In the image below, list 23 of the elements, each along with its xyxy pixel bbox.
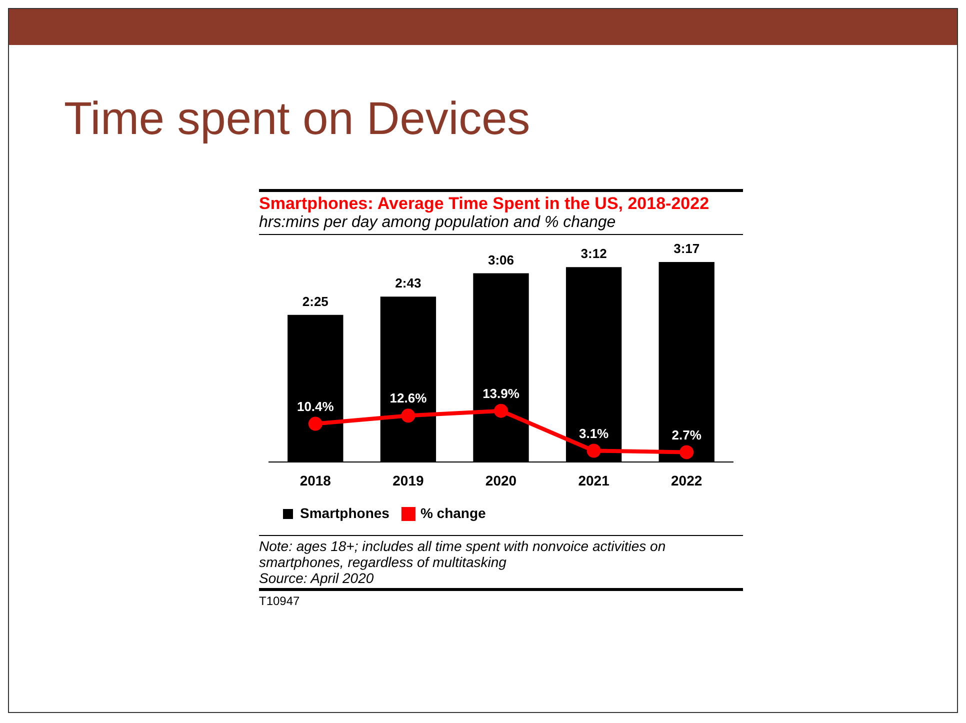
legend-label: Smartphones xyxy=(300,504,390,521)
x-tick-label: 2018 xyxy=(300,472,332,488)
chart-title: Smartphones: Average Time Spent in the US, 2018-2022 xyxy=(259,189,743,214)
data-label: 3:12 xyxy=(580,246,607,262)
data-label: 3.1% xyxy=(578,426,610,441)
data-label: 3:17 xyxy=(674,241,700,256)
data-label: 2.7% xyxy=(672,427,702,442)
source-note: Source: April 2020 xyxy=(259,570,375,586)
data-label: 3:06 xyxy=(488,252,514,268)
data-label: 13.9% xyxy=(482,386,520,401)
data-label: 2:43 xyxy=(395,276,422,291)
data-label: 2:25 xyxy=(302,294,328,309)
x-tick-label: 2022 xyxy=(671,472,702,488)
legend-label: % change xyxy=(420,504,486,521)
x-tick-label: 2021 xyxy=(578,472,610,488)
text: T10947 xyxy=(259,588,743,608)
text: Note: ages 18+; includes all time spent with nonvoice activities on smartphones, regardless of multitasking xyxy=(259,538,667,570)
text: Time spent on Devices xyxy=(64,91,530,145)
data-label: 12.6% xyxy=(390,390,428,406)
chart-subtitle: hrs:mins per day among population and % change xyxy=(259,214,743,235)
x-tick-label: 2020 xyxy=(485,472,517,488)
x-tick-label: 2019 xyxy=(392,472,424,488)
data-label: 10.4% xyxy=(296,398,334,414)
